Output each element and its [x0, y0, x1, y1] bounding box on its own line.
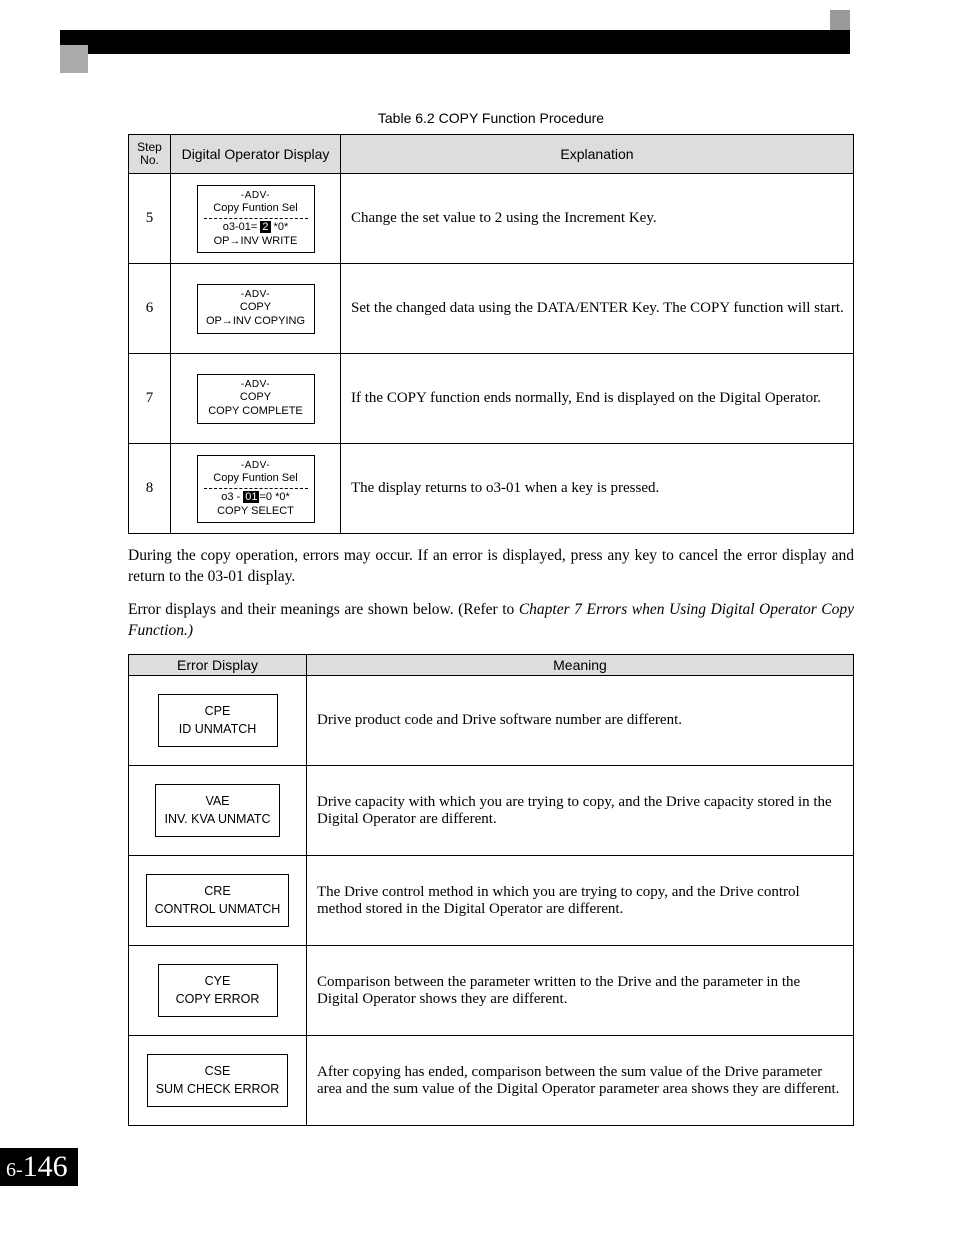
error-display-cell: CSESUM CHECK ERROR	[129, 1036, 307, 1126]
adv-label: -ADV-	[204, 190, 308, 203]
table-row: CYECOPY ERROR Comparison between the para…	[129, 946, 854, 1036]
adv-label: -ADV-	[204, 460, 308, 473]
error-label: CONTROL UNMATCH	[155, 901, 281, 919]
paragraph-2: Error displays and their meanings are sh…	[128, 600, 854, 642]
page-num: 146	[23, 1150, 68, 1183]
op-line1: Copy Funtion Sel	[204, 202, 308, 216]
th-meaning: Meaning	[307, 655, 854, 676]
highlighted-digit: 01	[243, 491, 259, 503]
table-row: 8 -ADV-Copy Funtion Sel o3 - 01=0 *0*COPY …	[129, 444, 854, 534]
table-row: VAEINV. KVA UNMATC Drive capacity with wh…	[129, 766, 854, 856]
op-line2: o3 - 01=0 *0*	[204, 491, 308, 505]
th-error-display: Error Display	[129, 655, 307, 676]
content-area: Table 6.2 COPY Function Procedure StepNo…	[0, 0, 954, 1126]
page-prefix: 6-	[6, 1159, 23, 1181]
display-cell: -ADV-Copy Funtion Sel o3-01= 2 *0*OP→INV …	[171, 174, 341, 264]
op-line1: COPY	[204, 301, 308, 315]
error-display-cell: CPEID UNMATCH	[129, 676, 307, 766]
error-display-box: CSESUM CHECK ERROR	[147, 1054, 289, 1107]
error-display-cell: CRECONTROL UNMATCH	[129, 856, 307, 946]
proc-tbody: 5-ADV-Copy Funtion Selo3-01= 2 *0*OP→INV…	[129, 174, 854, 534]
table-row: 6 -ADV-COPYOP→INV COPYING Set the changed …	[129, 264, 854, 354]
page-root: Table 6.2 COPY Function Procedure StepNo…	[0, 0, 954, 1186]
top-black-bar	[60, 30, 850, 54]
error-display-cell: CYECOPY ERROR	[129, 946, 307, 1036]
operator-display-box: -ADV-COPYOP→INV COPYING	[197, 284, 315, 334]
error-display-box: VAEINV. KVA UNMATC	[155, 784, 279, 837]
operator-display-box: -ADV-COPYCOPY COMPLETE	[197, 374, 315, 424]
error-display-cell: VAEINV. KVA UNMATC	[129, 766, 307, 856]
op-line2: o3-01= 2 *0*	[204, 221, 308, 235]
display-cell: -ADV-COPYCOPY COMPLETE	[171, 354, 341, 444]
explanation-cell: The display returns to o3-01 when a key …	[341, 444, 854, 534]
th-step: StepNo.	[129, 135, 171, 174]
op-line3: COPY SELECT	[204, 505, 308, 519]
op-line3: OP→INV WRITE	[204, 235, 308, 249]
op-line3: COPY COMPLETE	[204, 405, 308, 419]
error-code: CPE	[167, 703, 269, 721]
dashed-separator	[204, 218, 308, 219]
table-row: CRECONTROL UNMATCH The Drive control meth…	[129, 856, 854, 946]
explanation-cell: Change the set value to 2 using the Incr…	[341, 174, 854, 264]
display-cell: -ADV-COPYOP→INV COPYING	[171, 264, 341, 354]
para2-pre: Error displays and their meanings are sh…	[128, 601, 519, 618]
step-no: 8	[129, 444, 171, 534]
meaning-cell: The Drive control method in which you ar…	[307, 856, 854, 946]
operator-display-box: -ADV-Copy Funtion Sel o3 - 01=0 *0*COPY S…	[197, 455, 315, 524]
adv-label: -ADV-	[204, 379, 308, 392]
table-row: CPEID UNMATCH Drive product code and Driv…	[129, 676, 854, 766]
op-line3: OP→INV COPYING	[204, 315, 308, 329]
th-display: Digital Operator Display	[171, 135, 341, 174]
meaning-cell: Drive product code and Drive software nu…	[307, 676, 854, 766]
error-code: CSE	[156, 1063, 280, 1081]
table-row: 5 -ADV-Copy Funtion Sel o3-01= 2 *0*OP→INV…	[129, 174, 854, 264]
procedure-table: StepNo. Digital Operator Display Explana…	[128, 134, 854, 534]
error-table: Error Display Meaning CPEID UNMATCH Drive…	[128, 654, 854, 1126]
dashed-separator	[204, 488, 308, 489]
meaning-cell: Drive capacity with which you are trying…	[307, 766, 854, 856]
table-row: CSESUM CHECK ERROR After copying has ende…	[129, 1036, 854, 1126]
left-grey-tab	[60, 45, 88, 73]
highlighted-digit: 2	[260, 221, 270, 233]
error-label: SUM CHECK ERROR	[156, 1081, 280, 1099]
meaning-cell: After copying has ended, comparison betw…	[307, 1036, 854, 1126]
op-line1: Copy Funtion Sel	[204, 472, 308, 486]
display-cell: -ADV-Copy Funtion Sel o3 - 01=0 *0*COPY S…	[171, 444, 341, 534]
error-display-box: CRECONTROL UNMATCH	[146, 874, 290, 927]
paragraph-1: During the copy operation, errors may oc…	[128, 546, 854, 588]
meaning-cell: Comparison between the parameter written…	[307, 946, 854, 1036]
error-display-box: CPEID UNMATCH	[158, 694, 278, 747]
step-no: 6	[129, 264, 171, 354]
table1-caption: Table 6.2 COPY Function Procedure	[128, 110, 854, 126]
table-row: 7 -ADV-COPYCOPY COMPLETE If the COPY funct…	[129, 354, 854, 444]
explanation-cell: Set the changed data using the DATA/ENTE…	[341, 264, 854, 354]
error-code: VAE	[164, 793, 270, 811]
op-line1: COPY	[204, 391, 308, 405]
adv-label: -ADV-	[204, 289, 308, 302]
error-code: CYE	[167, 973, 269, 991]
explanation-cell: If the COPY function ends normally, End …	[341, 354, 854, 444]
step-no: 7	[129, 354, 171, 444]
error-label: INV. KVA UNMATC	[164, 811, 270, 829]
error-label: ID UNMATCH	[167, 721, 269, 739]
th-step-text: StepNo.	[137, 140, 162, 167]
error-code: CRE	[155, 883, 281, 901]
error-label: COPY ERROR	[167, 991, 269, 1009]
operator-display-box: -ADV-Copy Funtion Sel o3-01= 2 *0*OP→INV …	[197, 185, 315, 254]
page-number-badge: 6-146	[0, 1148, 78, 1186]
error-display-box: CYECOPY ERROR	[158, 964, 278, 1017]
step-no: 5	[129, 174, 171, 264]
err-tbody: CPEID UNMATCH Drive product code and Driv…	[129, 676, 854, 1126]
th-explanation: Explanation	[341, 135, 854, 174]
